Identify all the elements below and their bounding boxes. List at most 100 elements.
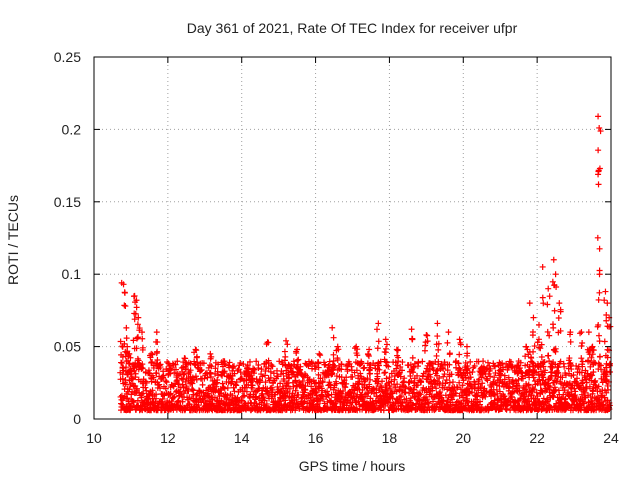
data-point <box>308 359 315 366</box>
data-point <box>315 364 322 371</box>
data-point <box>295 391 302 398</box>
data-point <box>391 373 398 380</box>
data-point <box>435 361 442 368</box>
data-point <box>551 347 558 354</box>
data-point <box>509 383 516 390</box>
data-point <box>477 384 484 391</box>
data-point <box>134 397 141 404</box>
data-point <box>157 385 164 392</box>
data-point <box>137 363 144 370</box>
data-point <box>396 394 403 401</box>
data-point <box>193 354 200 361</box>
data-point <box>332 400 339 407</box>
data-point <box>282 353 289 360</box>
data-point <box>529 359 536 366</box>
data-point <box>322 361 329 368</box>
data-point <box>444 361 451 368</box>
data-point <box>546 376 553 383</box>
data-point <box>123 324 130 331</box>
data-point <box>478 374 485 381</box>
data-point <box>329 364 336 371</box>
data-point <box>163 379 170 386</box>
data-point <box>411 360 418 367</box>
data-point <box>423 332 430 339</box>
data-point <box>336 362 343 369</box>
data-point <box>316 350 323 357</box>
data-point <box>596 165 603 172</box>
data-point <box>454 398 461 405</box>
x-tick-label: 10 <box>86 430 102 446</box>
data-point <box>587 394 594 401</box>
data-point <box>333 373 340 380</box>
data-point <box>394 352 401 359</box>
data-point <box>181 370 188 377</box>
data-point <box>601 297 608 304</box>
data-point <box>261 397 268 404</box>
data-point <box>246 358 253 365</box>
data-point <box>438 364 445 371</box>
data-point <box>126 350 133 357</box>
data-point <box>307 394 314 401</box>
data-point <box>133 385 140 392</box>
data-point <box>566 370 573 377</box>
data-point <box>530 314 537 321</box>
data-point <box>468 382 475 389</box>
data-point <box>183 384 190 391</box>
data-point <box>353 367 360 374</box>
data-point <box>433 352 440 359</box>
data-point <box>199 381 206 388</box>
data-point <box>374 326 381 333</box>
data-point <box>385 363 392 370</box>
data-point <box>402 384 409 391</box>
data-point <box>515 358 522 365</box>
data-point <box>263 400 270 407</box>
data-point <box>237 369 244 376</box>
data-point <box>480 358 487 365</box>
data-point <box>469 369 476 376</box>
data-point <box>603 317 610 324</box>
data-point <box>550 256 557 263</box>
data-point <box>604 300 611 307</box>
data-point <box>546 358 553 365</box>
data-point <box>255 361 262 368</box>
data-point <box>343 380 350 387</box>
data-point <box>165 371 172 378</box>
data-point <box>479 380 486 387</box>
data-point <box>140 390 147 397</box>
data-point <box>595 321 602 328</box>
y-tick-label: 0.1 <box>62 266 82 282</box>
data-point <box>589 372 596 379</box>
data-point <box>347 389 354 396</box>
data-point <box>538 341 545 348</box>
data-point <box>134 321 141 328</box>
data-point <box>606 402 613 409</box>
data-point <box>493 381 500 388</box>
data-point <box>544 352 551 359</box>
data-point <box>121 289 128 296</box>
data-point <box>606 368 613 375</box>
data-point <box>586 383 593 390</box>
data-point <box>386 382 393 389</box>
data-point <box>445 384 452 391</box>
y-tick-label: 0.15 <box>54 194 81 210</box>
data-point <box>544 328 551 335</box>
data-point <box>596 353 603 360</box>
data-point <box>393 388 400 395</box>
data-point <box>488 390 495 397</box>
plot-frame <box>93 56 612 420</box>
data-point <box>595 296 602 303</box>
data-point <box>156 381 163 388</box>
data-point <box>530 374 537 381</box>
data-point <box>412 393 419 400</box>
data-point <box>214 377 221 384</box>
data-point <box>497 366 504 373</box>
data-point <box>496 383 503 390</box>
data-point <box>306 399 313 406</box>
data-point <box>414 372 421 379</box>
data-point <box>333 380 340 387</box>
data-point <box>457 339 464 346</box>
data-point <box>452 389 459 396</box>
data-point <box>539 360 546 367</box>
data-point <box>410 401 417 408</box>
